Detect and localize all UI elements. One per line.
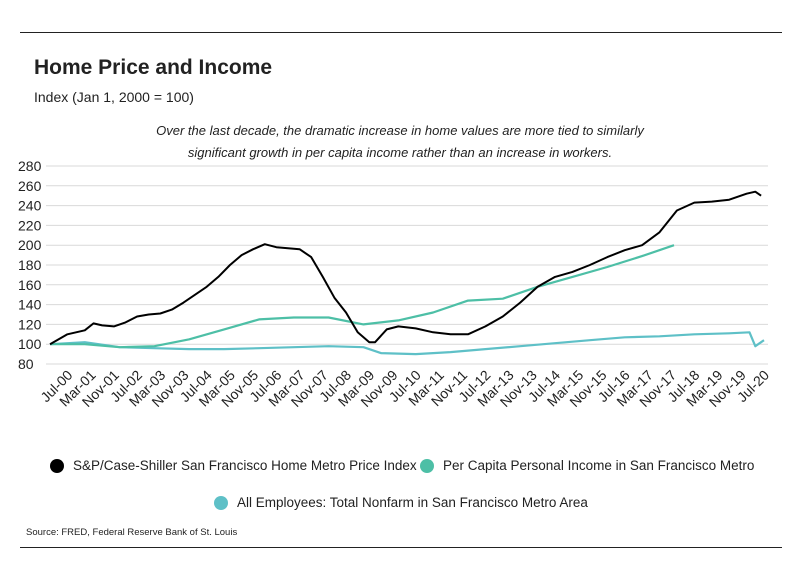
annotation-line-2: significant growth in per capita income …: [187, 145, 613, 160]
legend-item-income[interactable]: Per Capita Personal Income in San Franci…: [420, 458, 754, 473]
y-tick-label: 160: [18, 277, 42, 293]
legend-item-home-price[interactable]: S&P/Case-Shiller San Francisco Home Metr…: [50, 458, 417, 473]
legend-marker-employees: [214, 495, 228, 510]
chart-title: Home Price and Income: [34, 56, 273, 79]
chart-subtitle: Index (Jan 1, 2000 = 100): [34, 89, 194, 105]
y-tick-label: 80: [18, 356, 34, 372]
y-tick-label: 220: [18, 217, 42, 233]
y-tick-label: 100: [18, 336, 42, 352]
y-tick-label: 260: [18, 178, 42, 194]
legend-item-employees[interactable]: All Employees: Total Nonfarm in San Fran…: [214, 495, 588, 510]
series-line-income: [50, 244, 675, 349]
bottom-rule: [20, 547, 782, 548]
legend-marker-income: [420, 458, 434, 473]
series-lines: [49, 190, 765, 356]
grid: [46, 165, 768, 365]
source-note: Source: FRED, Federal Reserve Bank of St…: [26, 527, 238, 538]
y-tick-label: 240: [18, 198, 42, 214]
legend-label-income: Per Capita Personal Income in San Franci…: [443, 458, 755, 473]
y-tick-label: 180: [18, 257, 42, 273]
y-tick-label: 280: [18, 158, 42, 174]
y-tick-label: 120: [18, 316, 42, 332]
chart-annotation: Over the last decade, the dramatic incre…: [150, 120, 650, 164]
legend-label-employees: All Employees: Total Nonfarm in San Fran…: [237, 495, 588, 510]
legend-label-home-price: S&P/Case-Shiller San Francisco Home Metr…: [73, 458, 417, 473]
top-rule: [20, 32, 782, 33]
y-axis: 80 100 120 140 160 180 200 220 240 260 280: [18, 158, 42, 372]
series-line-home-price: [49, 190, 762, 346]
x-axis: Jul-00Mar-01Nov-01Jul-02Mar-03Nov-03Jul-…: [37, 367, 772, 410]
annotation-line-1: Over the last decade, the dramatic incre…: [156, 123, 644, 138]
y-tick-label: 140: [18, 297, 42, 313]
legend-marker-home-price: [50, 458, 64, 473]
y-tick-label: 200: [18, 237, 42, 253]
series-line-employees: [49, 331, 765, 356]
